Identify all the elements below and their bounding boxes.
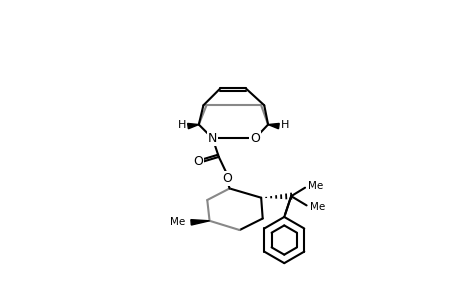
Text: O: O <box>222 172 232 185</box>
Polygon shape <box>268 123 279 129</box>
Text: O: O <box>193 155 202 168</box>
Polygon shape <box>187 123 198 129</box>
Text: Me: Me <box>309 202 324 212</box>
Text: H: H <box>280 120 289 130</box>
Text: O: O <box>250 132 259 145</box>
Text: Me: Me <box>308 181 323 191</box>
Text: N: N <box>207 132 217 145</box>
Text: H: H <box>177 120 185 130</box>
Polygon shape <box>190 220 209 225</box>
Text: Me: Me <box>170 217 185 227</box>
